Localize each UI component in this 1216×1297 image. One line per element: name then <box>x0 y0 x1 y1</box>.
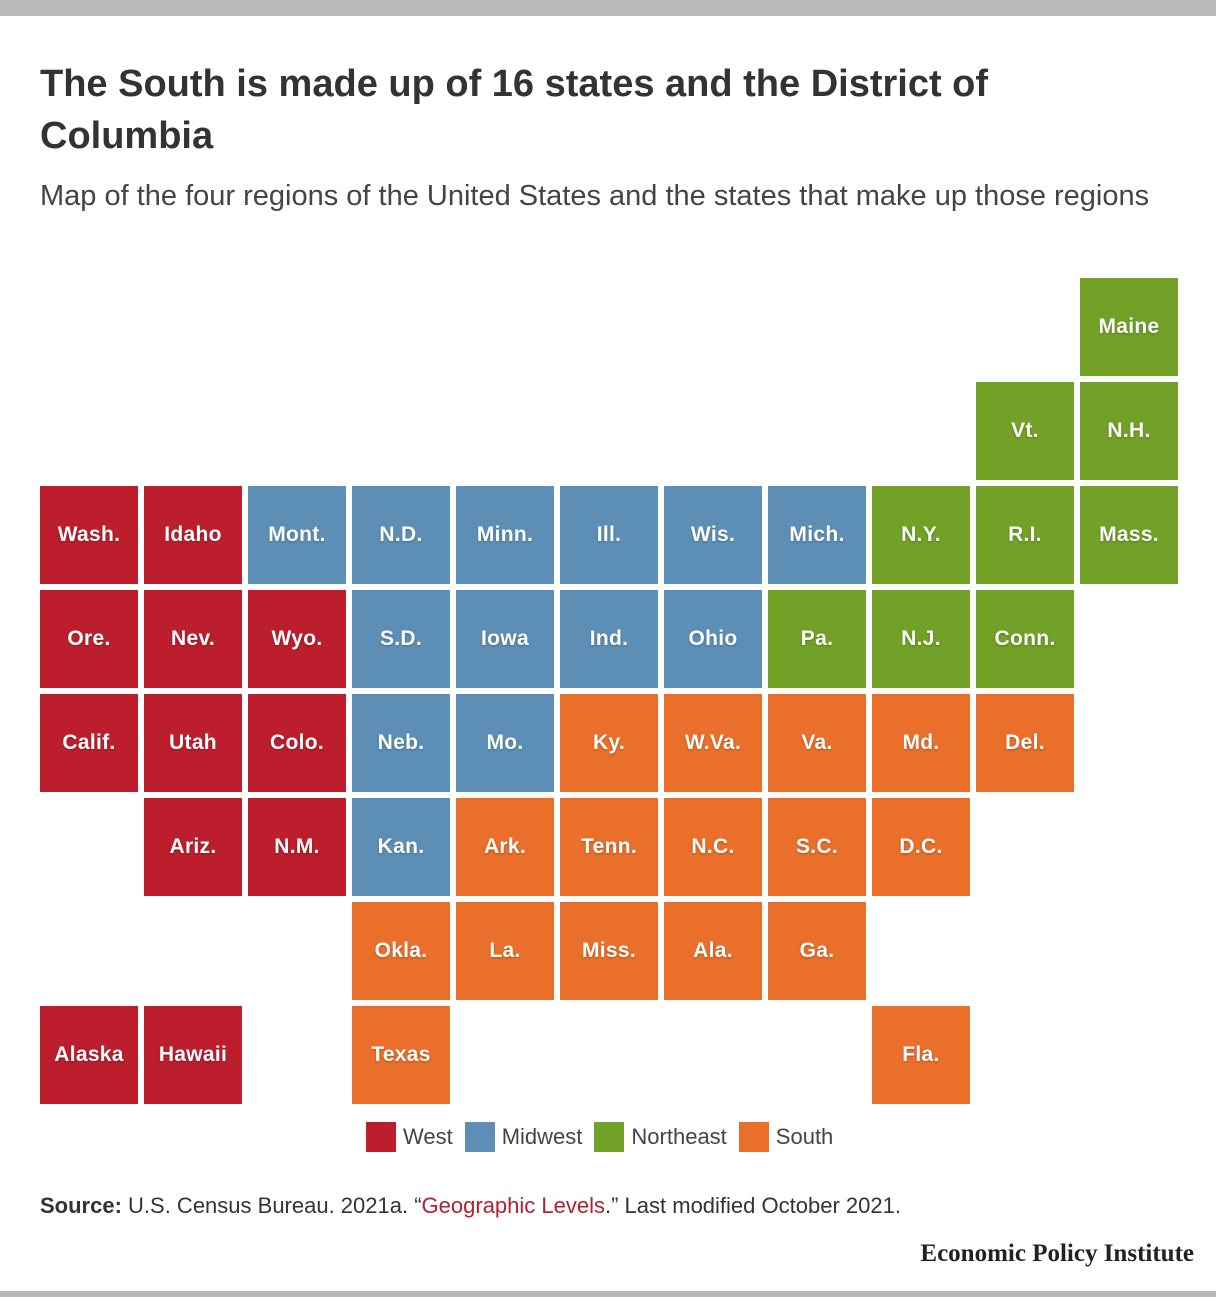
state-tile-nev: Nev. <box>144 590 242 688</box>
state-tile-wva: W.Va. <box>664 694 762 792</box>
legend-swatch-midwest <box>464 1122 495 1152</box>
state-tile-nj: N.J. <box>872 590 970 688</box>
legend-label-south: South <box>775 1124 834 1149</box>
state-tile-ky: Ky. <box>560 694 658 792</box>
state-tile-alaska: Alaska <box>40 1006 138 1104</box>
legend: West Midwest Northeast South <box>366 1121 845 1153</box>
state-tile-la: La. <box>456 902 554 1000</box>
state-tile-ariz: Ariz. <box>144 798 242 896</box>
state-tile-wash: Wash. <box>40 486 138 584</box>
legend-swatch-west <box>366 1122 396 1152</box>
state-tile-nh: N.H. <box>1080 382 1178 480</box>
state-tile-mass: Mass. <box>1080 486 1178 584</box>
state-tile-del: Del. <box>976 694 1074 792</box>
source-label: Source: <box>40 1193 122 1218</box>
state-tile-mich: Mich. <box>768 486 866 584</box>
state-tile-mo: Mo. <box>456 694 554 792</box>
state-tile-md: Md. <box>872 694 970 792</box>
state-tile-iowa: Iowa <box>456 590 554 688</box>
state-tile-sc: S.C. <box>768 798 866 896</box>
state-tile-pa: Pa. <box>768 590 866 688</box>
state-tile-ohio: Ohio <box>664 590 762 688</box>
state-tile-wyo: Wyo. <box>248 590 346 688</box>
bottom-border <box>0 1291 1216 1297</box>
state-tile-miss: Miss. <box>560 902 658 1000</box>
state-tile-ga: Ga. <box>768 902 866 1000</box>
legend-item-west: West <box>366 1122 453 1152</box>
source-note: Source: U.S. Census Bureau. 2021a. “Geog… <box>40 1190 1180 1222</box>
state-tile-ny: N.Y. <box>872 486 970 584</box>
state-tile-dc: D.C. <box>872 798 970 896</box>
state-tile-nc: N.C. <box>664 798 762 896</box>
state-tile-ark: Ark. <box>456 798 554 896</box>
state-tile-minn: Minn. <box>456 486 554 584</box>
state-tile-vt: Vt. <box>976 382 1074 480</box>
state-tile-tenn: Tenn. <box>560 798 658 896</box>
state-tile-fla: Fla. <box>872 1006 970 1104</box>
state-tile-hawaii: Hawaii <box>144 1006 242 1104</box>
legend-label-northeast: Northeast <box>631 1124 727 1149</box>
state-tile-ind: Ind. <box>560 590 658 688</box>
state-tile-ill: Ill. <box>560 486 658 584</box>
state-tile-idaho: Idaho <box>144 486 242 584</box>
brand-logo: Economic Policy Institute <box>920 1240 1194 1267</box>
state-tile-ri: R.I. <box>976 486 1074 584</box>
source-text-after: .” Last modified October 2021. <box>605 1193 901 1218</box>
state-tile-wis: Wis. <box>664 486 762 584</box>
source-text-before: U.S. Census Bureau. 2021a. “ <box>121 1193 422 1218</box>
state-tile-nm: N.M. <box>248 798 346 896</box>
state-tile-colo: Colo. <box>248 694 346 792</box>
state-tile-okla: Okla. <box>352 902 450 1000</box>
state-tile-conn: Conn. <box>976 590 1074 688</box>
page-subtitle: Map of the four regions of the United St… <box>40 180 1150 212</box>
legend-item-northeast: Northeast <box>594 1122 727 1152</box>
page-title: The South is made up of 16 states and th… <box>40 63 989 157</box>
legend-label-midwest: Midwest <box>501 1124 583 1149</box>
state-tile-neb: Neb. <box>352 694 450 792</box>
state-tile-ala: Ala. <box>664 902 762 1000</box>
legend-item-midwest: Midwest <box>464 1122 583 1152</box>
legend-item-south: South <box>738 1122 834 1152</box>
state-tile-ore: Ore. <box>40 590 138 688</box>
state-tile-kan: Kan. <box>352 798 450 896</box>
state-tile-calif: Calif. <box>40 694 138 792</box>
top-border <box>0 0 1216 16</box>
state-tile-mont: Mont. <box>248 486 346 584</box>
source-link[interactable]: Geographic Levels <box>421 1193 605 1218</box>
legend-swatch-south <box>738 1122 769 1152</box>
state-tile-nd: N.D. <box>352 486 450 584</box>
state-tile-texas: Texas <box>352 1006 450 1104</box>
legend-label-west: West <box>403 1124 453 1149</box>
state-tile-va: Va. <box>768 694 866 792</box>
state-tile-maine: Maine <box>1080 278 1178 376</box>
legend-swatch-northeast <box>594 1122 625 1152</box>
state-tile-sd: S.D. <box>352 590 450 688</box>
state-tile-utah: Utah <box>144 694 242 792</box>
